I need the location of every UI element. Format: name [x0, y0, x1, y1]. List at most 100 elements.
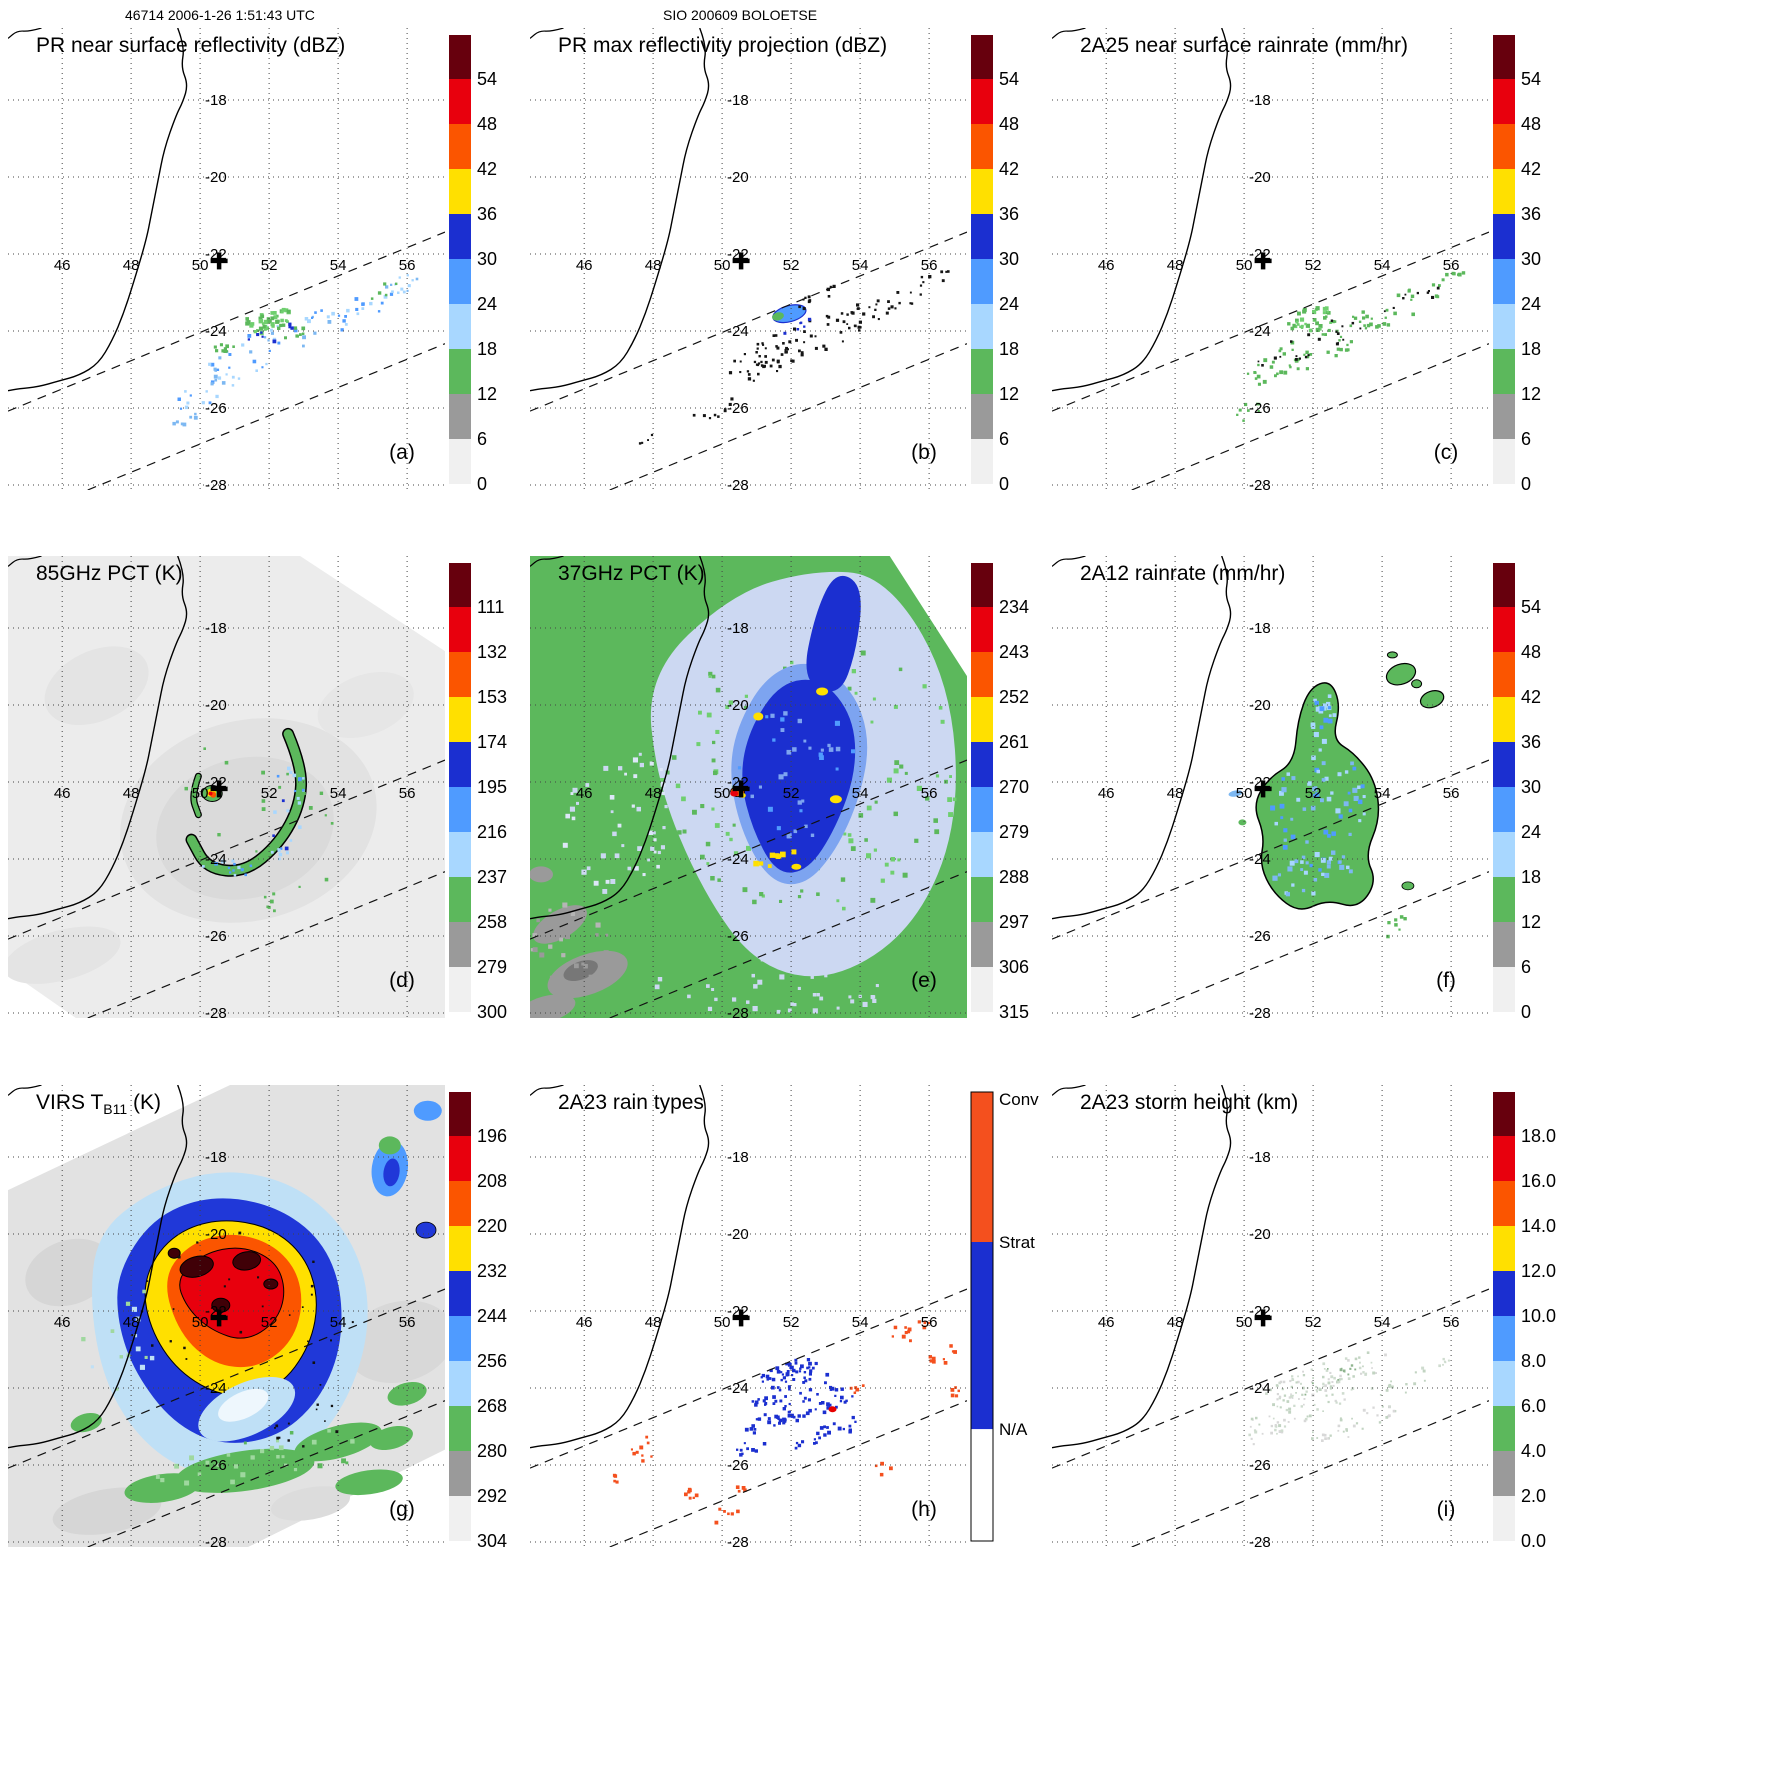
swath-edges — [1052, 1288, 1489, 1547]
svg-text:50: 50 — [714, 785, 731, 802]
svg-text:56: 56 — [1443, 785, 1460, 802]
gridlines — [530, 556, 967, 1018]
svg-text:46: 46 — [1098, 1314, 1115, 1331]
svg-text:46: 46 — [54, 257, 71, 274]
colorbar-tick: 54 — [477, 69, 497, 89]
svg-text:48: 48 — [123, 257, 140, 274]
svg-text:54: 54 — [852, 785, 869, 802]
storm-id-header: SIO 200609 BOLOETSE — [663, 7, 818, 23]
svg-text:-28: -28 — [1249, 1005, 1271, 1022]
colorbar-tick: 36 — [1521, 732, 1541, 752]
colorbar-tick: 42 — [477, 159, 497, 179]
svg-text:54: 54 — [330, 257, 347, 274]
panel-title: 2A12 rainrate (mm/hr) — [1080, 562, 1285, 585]
svg-text:50: 50 — [1236, 1314, 1253, 1331]
svg-text:54: 54 — [852, 257, 869, 274]
colorbar-tick: 42 — [1521, 159, 1541, 179]
svg-text:-28: -28 — [205, 477, 227, 494]
cross-marker — [732, 780, 750, 798]
geo-labels: 46 48 50 52 54 56 -18 -20 -22 -24 -26 -28 — [54, 92, 416, 494]
colorbar-tick: 6 — [1521, 429, 1531, 449]
svg-text:-20: -20 — [205, 697, 227, 714]
data-field — [8, 1085, 445, 1547]
colorbar-tick: 6 — [1521, 957, 1531, 977]
svg-text:-20: -20 — [727, 1226, 749, 1243]
colorbar-tick: 42 — [1521, 687, 1541, 707]
geo-labels: 46 48 50 52 54 56 -18 -20 -22 -24 -26 -28 — [54, 1149, 416, 1551]
gridlines — [8, 28, 445, 490]
map-area — [530, 1085, 967, 1547]
geo-labels: 46 48 50 52 54 56 -18 -20 -22 -24 -26 -28 — [1098, 92, 1460, 494]
colorbar-tick: 24 — [1521, 822, 1541, 842]
colorbar: 54 48 42 36 30 24 18 12 6 0 — [1493, 35, 1541, 494]
svg-text:-26: -26 — [727, 1457, 749, 1474]
svg-text:-20: -20 — [1249, 169, 1271, 186]
svg-text:-26: -26 — [727, 400, 749, 417]
panel-e: 46 48 50 52 54 56 -18 -20 -22 -24 -26 -28 (e) 37GHz P… — [530, 556, 1029, 1022]
panel-letter: (i) — [1437, 1498, 1456, 1521]
svg-text:52: 52 — [783, 1314, 800, 1331]
coastline — [1052, 556, 1232, 920]
cross-marker — [1254, 780, 1272, 798]
svg-text:-18: -18 — [1249, 1149, 1271, 1166]
panel-letter: (g) — [389, 1498, 415, 1521]
panel-title: 85GHz PCT (K) — [36, 562, 183, 585]
colorbar-tick: 0 — [1521, 474, 1531, 494]
data-field — [612, 1320, 960, 1525]
panel-c: 46 48 50 52 54 56 -18 -20 -22 -24 -26 -28 (c) 2A25 ne… — [1052, 28, 1541, 494]
svg-text:Strat: Strat — [999, 1233, 1035, 1252]
swath-edges — [8, 1288, 445, 1547]
svg-text:56: 56 — [399, 785, 416, 802]
svg-text:-22: -22 — [205, 774, 227, 791]
svg-text:-18: -18 — [205, 1149, 227, 1166]
panel-title: PR max reflectivity projection (dBZ) — [558, 34, 887, 57]
svg-text:-24: -24 — [1249, 323, 1271, 340]
svg-text:-28: -28 — [1249, 1534, 1271, 1551]
colorbar-tick: 12 — [477, 384, 497, 404]
svg-text:-28: -28 — [1249, 477, 1271, 494]
svg-text:-22: -22 — [1249, 774, 1271, 791]
svg-text:-22: -22 — [205, 246, 227, 263]
svg-text:50: 50 — [714, 1314, 731, 1331]
svg-text:56: 56 — [1443, 257, 1460, 274]
svg-text:-24: -24 — [1249, 851, 1271, 868]
map-area — [1052, 28, 1489, 490]
panel-a: 46 48 50 52 54 56 -18 -20 -22 -24 -26 -28 (a) PR near… — [8, 28, 497, 494]
colorbar-tick: 18 — [999, 339, 1019, 359]
colorbar-tick: 232 — [477, 1261, 507, 1281]
svg-text:52: 52 — [1305, 785, 1322, 802]
colorbar: 54 48 42 36 30 24 18 12 6 0 — [1493, 563, 1541, 1022]
cross-marker — [732, 1309, 750, 1327]
svg-text:46: 46 — [576, 1314, 593, 1331]
colorbar: 54 48 42 36 30 24 18 12 6 0 — [971, 35, 1019, 494]
svg-text:46: 46 — [576, 785, 593, 802]
svg-text:-26: -26 — [727, 928, 749, 945]
svg-text:54: 54 — [1374, 785, 1391, 802]
colorbar-tick: 153 — [477, 687, 507, 707]
map-area — [1052, 1085, 1489, 1547]
colorbar-tick: 24 — [1521, 294, 1541, 314]
svg-text:-24: -24 — [727, 1380, 749, 1397]
colorbar-tick: 54 — [1521, 597, 1541, 617]
colorbar-tick: 279 — [999, 822, 1029, 842]
cross-marker — [1254, 252, 1272, 270]
svg-text:-24: -24 — [727, 851, 749, 868]
panel-letter: (a) — [389, 441, 415, 464]
svg-text:-22: -22 — [727, 774, 749, 791]
svg-text:56: 56 — [921, 257, 938, 274]
svg-text:48: 48 — [1167, 1314, 1184, 1331]
colorbar-tick: 256 — [477, 1351, 507, 1371]
svg-text:-26: -26 — [205, 1457, 227, 1474]
svg-text:-26: -26 — [1249, 400, 1271, 417]
map-area — [530, 556, 967, 1018]
svg-text:-18: -18 — [1249, 620, 1271, 637]
coastline — [8, 28, 188, 392]
svg-text:54: 54 — [1374, 1314, 1391, 1331]
coastline — [1052, 28, 1232, 392]
svg-text:-20: -20 — [205, 1226, 227, 1243]
cross-marker — [732, 252, 750, 270]
colorbar-tick: 12.0 — [1521, 1261, 1556, 1281]
colorbar-tick: 6 — [477, 429, 487, 449]
svg-text:48: 48 — [645, 1314, 662, 1331]
colorbar-tick: 0 — [1521, 1002, 1531, 1022]
